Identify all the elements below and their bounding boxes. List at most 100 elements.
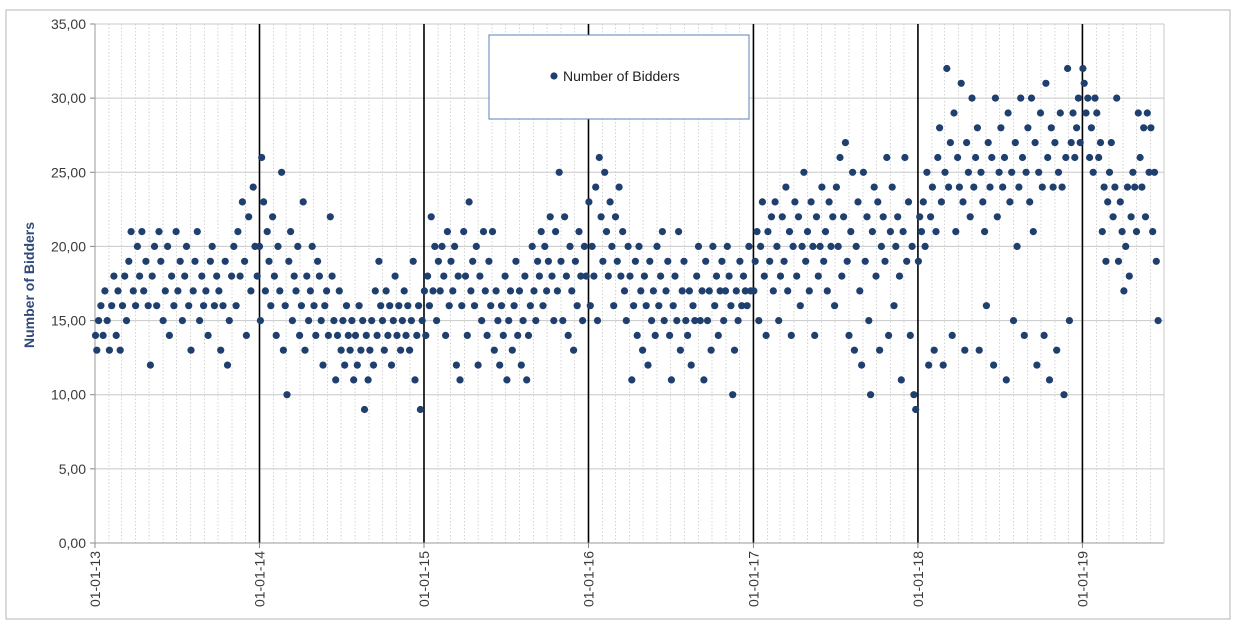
data-point: [1074, 94, 1082, 102]
data-point: [133, 242, 141, 250]
data-point: [544, 257, 553, 265]
data-point: [620, 287, 629, 295]
data-point: [751, 257, 759, 265]
data-point: [986, 183, 994, 191]
data-point: [946, 139, 955, 147]
data-point: [116, 346, 124, 354]
data-point: [734, 317, 742, 325]
data-point: [337, 346, 345, 354]
data-point: [628, 376, 636, 384]
data-point: [802, 257, 810, 265]
data-point: [185, 302, 193, 310]
data-point: [626, 272, 634, 280]
data-point: [112, 331, 120, 339]
data-point: [155, 228, 163, 236]
data-point: [610, 302, 618, 310]
data-point: [1147, 124, 1155, 132]
data-point: [456, 376, 464, 384]
data-point: [592, 183, 600, 191]
data-point: [447, 257, 455, 265]
data-point: [148, 272, 156, 280]
data-point: [894, 213, 902, 221]
data-point: [743, 302, 751, 310]
data-point: [921, 242, 929, 250]
y-tick-label: 20,00: [51, 238, 86, 254]
data-point: [479, 228, 488, 236]
data-point: [1006, 198, 1014, 206]
data-point: [775, 317, 783, 325]
data-point: [1079, 64, 1087, 73]
data-point: [954, 153, 962, 162]
data-point: [193, 228, 201, 236]
data-point: [1071, 153, 1079, 162]
data-point: [305, 317, 313, 325]
data-point: [1118, 228, 1126, 236]
data-point: [968, 94, 976, 102]
data-point: [404, 302, 412, 310]
data-point: [127, 228, 135, 236]
data-point: [378, 317, 387, 325]
data-point: [125, 257, 133, 265]
data-point: [999, 183, 1007, 191]
data-point: [429, 287, 437, 295]
data-point: [680, 257, 688, 265]
data-point: [1002, 376, 1010, 384]
data-point: [543, 287, 551, 295]
data-point: [660, 317, 668, 325]
data-point: [843, 257, 851, 265]
data-point: [481, 287, 489, 295]
data-point: [1064, 64, 1072, 73]
data-point: [712, 272, 721, 280]
data-point: [314, 257, 322, 265]
data-point: [963, 139, 971, 147]
data-point: [406, 346, 414, 354]
data-point: [281, 302, 289, 310]
data-point: [445, 302, 453, 310]
data-point: [1009, 317, 1018, 325]
x-tick-label: 01-01-18: [910, 551, 926, 607]
data-point: [977, 168, 985, 176]
data-points: [91, 64, 1162, 414]
data-point: [1082, 109, 1090, 117]
data-point: [306, 287, 314, 295]
data-point: [564, 331, 572, 339]
data-point: [1062, 153, 1070, 162]
data-point: [555, 168, 563, 176]
data-point: [611, 213, 620, 221]
data-point: [328, 272, 336, 280]
data-point: [287, 228, 295, 236]
data-point: [375, 257, 383, 265]
data-point: [945, 183, 953, 191]
data-point: [1114, 257, 1123, 265]
data-point: [153, 302, 161, 310]
data-point: [648, 317, 656, 325]
data-point: [469, 257, 477, 265]
data-point: [667, 376, 676, 384]
data-point: [1049, 183, 1057, 191]
data-point: [472, 242, 480, 250]
data-point: [682, 317, 690, 325]
data-point: [1113, 94, 1121, 102]
data-point: [140, 287, 148, 295]
data-point: [1011, 139, 1019, 147]
data-point: [1086, 153, 1094, 162]
data-point: [649, 287, 658, 295]
data-point: [832, 183, 841, 191]
data-point: [442, 331, 450, 339]
data-point: [150, 242, 159, 250]
data-point: [395, 302, 403, 310]
data-point: [238, 198, 246, 206]
data-point: [463, 331, 471, 339]
data-point: [897, 376, 905, 384]
data-point: [606, 198, 614, 206]
data-point: [196, 317, 204, 325]
data-point: [1096, 139, 1105, 147]
data-point: [711, 302, 719, 310]
x-tick-label: 01-01-14: [251, 551, 267, 607]
data-point: [236, 272, 244, 280]
data-point: [508, 346, 516, 354]
data-point: [758, 198, 767, 206]
data-point: [856, 287, 864, 295]
data-point: [982, 302, 991, 310]
data-point: [261, 287, 269, 295]
